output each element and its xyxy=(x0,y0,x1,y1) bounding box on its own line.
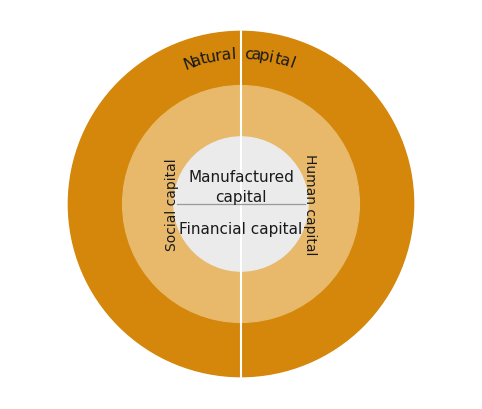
Text: t: t xyxy=(273,51,283,67)
Text: l: l xyxy=(288,56,297,71)
Circle shape xyxy=(122,86,360,323)
Text: a: a xyxy=(220,47,232,63)
Text: r: r xyxy=(214,48,223,64)
Text: Financial capital: Financial capital xyxy=(179,222,303,236)
Text: a: a xyxy=(279,52,292,70)
Text: c: c xyxy=(244,47,253,62)
Circle shape xyxy=(174,137,308,272)
Text: Social capital: Social capital xyxy=(165,158,179,251)
Text: u: u xyxy=(205,49,218,66)
Text: i: i xyxy=(267,49,275,65)
Text: N: N xyxy=(181,54,198,72)
Text: a: a xyxy=(190,52,203,70)
Text: a: a xyxy=(250,47,262,63)
Text: p: p xyxy=(257,48,269,64)
Text: t: t xyxy=(199,51,209,67)
Text: l: l xyxy=(231,47,236,62)
Circle shape xyxy=(68,32,414,377)
Text: Human capital: Human capital xyxy=(303,154,317,255)
Text: Manufactured
capital: Manufactured capital xyxy=(188,169,294,204)
